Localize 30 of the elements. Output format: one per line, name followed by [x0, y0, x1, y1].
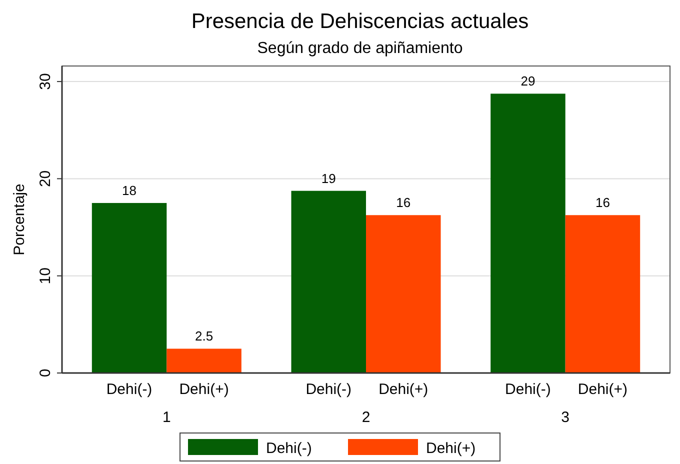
text: Dehi(+) — [179, 381, 229, 398]
data-label: 2.5 — [194, 328, 214, 344]
bar — [565, 215, 640, 373]
bar — [291, 190, 366, 373]
y-tick-label: 30 — [37, 73, 54, 90]
y-tick-label: 10 — [37, 268, 54, 284]
x-tick-label: 1 — [162, 409, 171, 426]
data-label: 29 — [520, 74, 536, 89]
text: Dehi(-) — [505, 381, 551, 398]
bar — [92, 202, 167, 373]
text: Dehi(+) — [378, 381, 428, 398]
chart-title: Presencia de Dehiscencias actuales — [191, 10, 529, 33]
bar — [490, 94, 566, 373]
bar — [366, 215, 441, 373]
text: Dehi(-) — [306, 381, 352, 398]
data-label: 19 — [321, 170, 336, 186]
y-tick-label: 20 — [37, 170, 54, 188]
data-label: 16 — [595, 195, 610, 210]
chart-subtitle: Según grado de apiñamiento — [257, 40, 463, 57]
bar — [166, 348, 242, 373]
legend-label: Dehi(-) — [266, 440, 312, 457]
y-axis-title: Porcentaje — [11, 184, 28, 256]
text: Dehi(+) — [578, 381, 628, 398]
text: Dehi(-) — [106, 381, 152, 398]
x-tick-label: 3 — [561, 409, 570, 426]
data-label: 16 — [396, 195, 411, 210]
data-label: 18 — [122, 182, 137, 198]
y-tick-label: 0 — [37, 368, 54, 378]
legend-label: Dehi(+) — [426, 440, 476, 457]
x-tick-label: 2 — [362, 409, 370, 426]
